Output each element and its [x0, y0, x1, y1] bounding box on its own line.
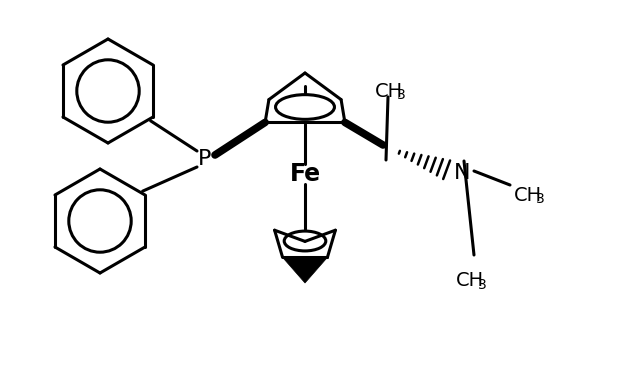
Text: CH: CH — [514, 186, 542, 204]
Text: CH: CH — [375, 82, 403, 100]
Polygon shape — [283, 258, 328, 283]
Text: 3: 3 — [477, 278, 486, 292]
Text: P: P — [198, 149, 212, 169]
Text: 3: 3 — [397, 88, 406, 102]
Text: CH: CH — [456, 272, 484, 290]
Text: 3: 3 — [536, 192, 545, 206]
Text: N: N — [454, 163, 470, 183]
Text: Fe: Fe — [289, 162, 321, 186]
